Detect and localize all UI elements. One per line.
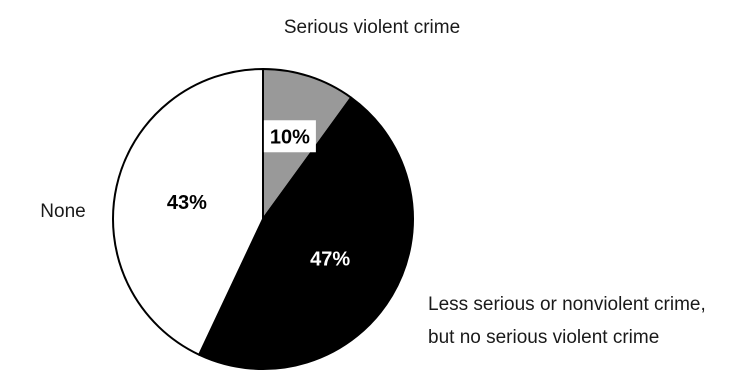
- pie-value-labels: 10% 47% 43%: [167, 120, 350, 271]
- pie-slice: [198, 96, 414, 370]
- category-label: None: [40, 201, 85, 222]
- pie-category-labels: Serious violent crime Less serious or non…: [40, 17, 705, 348]
- category-label: Serious violent crime: [284, 17, 460, 38]
- category-label: but no serious violent crime: [428, 327, 659, 348]
- value-label: 43%: [167, 192, 207, 214]
- value-label: 47%: [310, 249, 350, 271]
- pie-slice: [112, 68, 264, 356]
- pie-slices: [112, 68, 414, 370]
- value-label: 10%: [270, 126, 310, 148]
- value-label-box: [263, 120, 316, 153]
- category-label: Less serious or nonviolent crime,: [428, 294, 706, 315]
